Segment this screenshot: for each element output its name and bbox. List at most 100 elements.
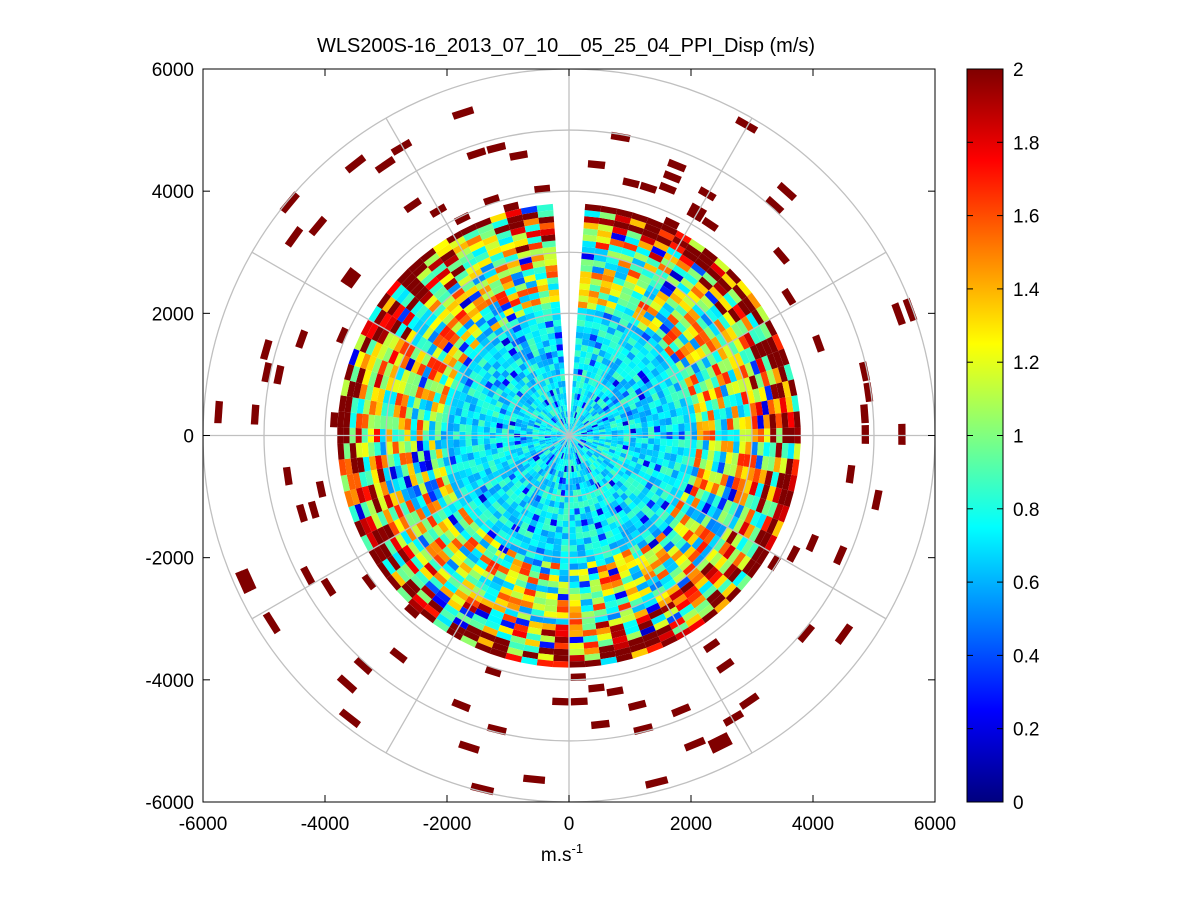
data-cell (540, 484, 547, 492)
data-cell (758, 469, 768, 485)
data-cell (571, 465, 575, 473)
data-cell (598, 400, 606, 407)
data-cell (442, 517, 454, 530)
data-cell (563, 465, 567, 473)
data-cell (555, 338, 563, 345)
data-cell (623, 554, 635, 564)
data-cell (787, 411, 795, 428)
data-cell (509, 492, 518, 501)
data-cell (489, 212, 507, 224)
data-cell (386, 555, 401, 571)
data-cell (570, 453, 573, 460)
data-cell (501, 428, 509, 434)
data-cell (591, 266, 605, 275)
data-cell (543, 465, 550, 472)
data-cell (492, 257, 507, 269)
data-cell (478, 321, 491, 333)
data-cell (713, 409, 721, 421)
data-cell (546, 592, 558, 600)
data-cell (497, 269, 511, 280)
data-cell (484, 619, 501, 631)
data-cell (453, 522, 465, 534)
data-cell (377, 495, 388, 511)
data-cell (727, 567, 742, 583)
data-cell (553, 648, 569, 656)
data-cell (564, 496, 569, 503)
data-cell-outer (295, 329, 309, 349)
data-cell (619, 361, 628, 370)
data-cell (346, 380, 356, 398)
data-cell (640, 465, 649, 473)
data-cell (417, 534, 430, 549)
data-cell (649, 513, 660, 524)
data-cell (655, 353, 666, 364)
data-cell (511, 476, 520, 485)
data-cell (512, 456, 520, 463)
data-cell (442, 353, 453, 366)
data-cell (562, 477, 566, 485)
data-cell (465, 424, 472, 433)
data-cell (421, 339, 433, 353)
data-cell (474, 608, 490, 620)
data-cell (436, 613, 453, 628)
data-cell (496, 365, 506, 375)
data-cell (599, 650, 616, 660)
data-cell (658, 229, 675, 242)
data-cell (410, 346, 422, 361)
data-cell (556, 457, 561, 465)
data-cell (344, 363, 355, 381)
data-cell (533, 426, 540, 431)
data-cell (760, 515, 773, 532)
data-cell (427, 368, 438, 381)
data-cell (480, 597, 495, 609)
data-cell (561, 399, 565, 406)
data-cell (539, 428, 546, 432)
data-cell (514, 282, 527, 292)
data-cell (515, 504, 524, 514)
data-cell (545, 426, 552, 430)
data-cell (598, 570, 610, 579)
data-cell (484, 519, 495, 530)
data-cell (423, 252, 440, 267)
data-cell (739, 349, 750, 365)
data-cell (509, 297, 521, 308)
data-cell (623, 429, 630, 434)
data-cell (551, 513, 558, 521)
data-cell (572, 380, 577, 388)
data-cell (465, 234, 483, 247)
data-cell (343, 411, 351, 428)
data-cell (674, 304, 688, 317)
data-cell (577, 464, 582, 471)
data-cell (579, 381, 585, 389)
data-cell (574, 437, 581, 440)
data-cell (434, 440, 442, 450)
data-cell (651, 469, 660, 479)
data-cell (450, 304, 464, 317)
data-cell (698, 330, 711, 344)
data-cell (557, 444, 562, 451)
data-cell (711, 495, 722, 508)
data-cell (508, 445, 516, 451)
data-cell (676, 282, 691, 296)
data-cell (635, 351, 646, 361)
data-cell (626, 230, 642, 241)
data-cell (405, 499, 416, 514)
data-cell (769, 413, 777, 429)
data-cell (575, 452, 579, 459)
data-cell (501, 460, 509, 468)
data-cell (670, 496, 680, 508)
data-cell (553, 362, 560, 370)
data-cell (574, 437, 581, 441)
data-cell (515, 244, 530, 254)
data-cell (635, 510, 646, 520)
data-cell (447, 259, 463, 273)
data-cell (505, 652, 523, 663)
data-cell (505, 497, 515, 506)
data-cell (508, 420, 516, 426)
data-cell (548, 289, 560, 297)
data-cell (438, 373, 449, 386)
data-cell (515, 617, 530, 627)
data-cell (708, 534, 721, 549)
data-cell (411, 407, 419, 420)
data-cell (621, 247, 636, 258)
